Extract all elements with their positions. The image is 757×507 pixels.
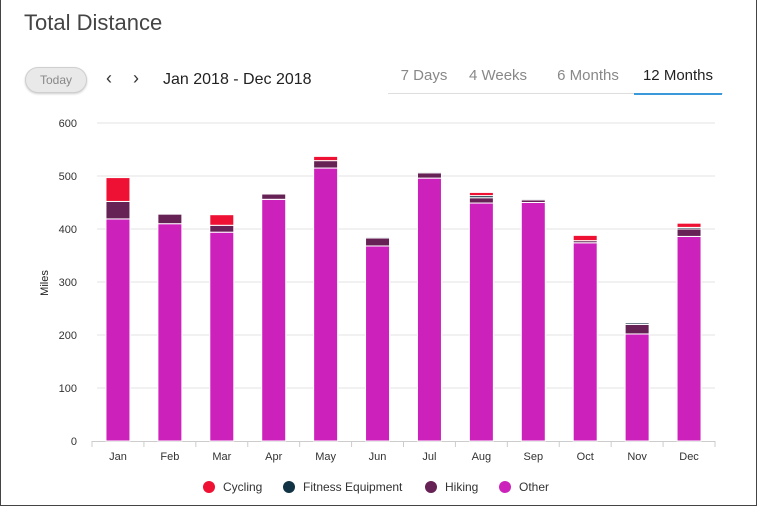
- y-tick-label: 400: [59, 224, 77, 236]
- y-tick-label: 600: [59, 118, 77, 130]
- legend-item-fitness-equipment[interactable]: Fitness Equipment: [283, 480, 402, 494]
- distance-bar-chart: 0 100 200 300 400 500 600 Miles Jan Feb Mar Apr May J…: [39, 118, 716, 463]
- bar-segment-hiking: [365, 237, 391, 247]
- cycling-dot-icon: [203, 481, 215, 493]
- y-axis-title: Miles: [39, 270, 51, 296]
- bar-segment-other: [676, 235, 702, 442]
- y-tick-label: 300: [59, 277, 77, 289]
- chart-legend: Cycling Fitness Equipment Hiking Other: [0, 480, 757, 498]
- page-title: Total Distance: [24, 10, 163, 35]
- tabs-divider: [388, 93, 723, 94]
- bar-segment-cycling: [468, 191, 494, 197]
- bar-segment-hiking: [209, 224, 235, 233]
- x-tick-label: Feb: [160, 451, 179, 463]
- bar-segment-hiking: [676, 228, 702, 237]
- y-tick-label: 500: [59, 171, 77, 183]
- x-tick-label: Oct: [577, 451, 594, 463]
- bar-segment-fitness-equipment: [416, 171, 442, 174]
- legend-label: Cycling: [223, 480, 263, 494]
- other-dot-icon: [499, 481, 511, 493]
- legend-item-hiking[interactable]: Hiking: [425, 480, 478, 494]
- bar-segment-other: [313, 167, 339, 442]
- x-tick-label: Mar: [212, 451, 231, 463]
- bar-segment-cycling: [676, 222, 702, 228]
- legend-item-cycling[interactable]: Cycling: [203, 480, 262, 494]
- bar-segment-fitness-equipment: [520, 198, 546, 201]
- x-tick-label: Dec: [679, 451, 699, 463]
- chevron-right-icon[interactable]: ›: [133, 68, 139, 88]
- tab-12-months[interactable]: 12 Months: [634, 67, 722, 95]
- x-tick-label: Jan: [109, 451, 127, 463]
- bar-segment-fitness-equipment: [624, 322, 650, 325]
- x-tick-label: Apr: [265, 451, 282, 463]
- legend-label: Fitness Equipment: [303, 480, 403, 494]
- bar-segment-other: [468, 202, 494, 442]
- bar-segment-hiking: [105, 200, 131, 220]
- bar-segment-other: [572, 242, 598, 442]
- fitness-equipment-dot-icon: [283, 481, 295, 493]
- today-button[interactable]: Today: [25, 67, 87, 93]
- bar-segment-other: [261, 198, 287, 442]
- bar-segment-cycling: [105, 177, 131, 202]
- bar-segment-cycling: [209, 214, 235, 226]
- bar-segment-cycling: [572, 234, 598, 242]
- bar-segment-hiking: [313, 160, 339, 169]
- x-tick-label: Aug: [472, 451, 492, 463]
- bar-segment-other: [624, 333, 650, 442]
- x-tick-label: Jul: [422, 451, 436, 463]
- bar-segment-other: [520, 202, 546, 442]
- y-tick-label: 200: [59, 330, 77, 342]
- bar-segment-hiking: [468, 197, 494, 204]
- bar-segment-hiking: [624, 323, 650, 335]
- y-tick-label: 0: [71, 436, 77, 448]
- bar-segment-hiking: [261, 193, 287, 200]
- tab-7-days[interactable]: 7 Days: [400, 67, 448, 84]
- legend-item-other[interactable]: Other: [499, 480, 549, 494]
- bar-segment-cycling: [313, 155, 339, 162]
- bar-segment-hiking: [157, 213, 183, 225]
- tab-6-months[interactable]: 6 Months: [557, 67, 619, 84]
- bar-segment-fitness-equipment: [365, 236, 391, 239]
- legend-label: Hiking: [445, 480, 479, 494]
- legend-label: Other: [519, 480, 550, 494]
- bar-segment-other: [416, 177, 442, 442]
- x-tick-label: May: [315, 451, 336, 463]
- x-tick-label: Nov: [627, 451, 647, 463]
- bar-segment-other: [365, 245, 391, 442]
- bar-segment-other: [105, 218, 131, 442]
- x-tick-label: Jun: [369, 451, 387, 463]
- y-tick-label: 100: [59, 383, 77, 395]
- tab-4-weeks[interactable]: 4 Weeks: [468, 67, 528, 84]
- x-tick-label: Sep: [524, 451, 544, 463]
- hiking-dot-icon: [425, 481, 437, 493]
- bar-segment-other: [157, 223, 183, 442]
- bar-segment-other: [209, 231, 235, 442]
- chevron-left-icon[interactable]: ‹: [106, 68, 112, 88]
- date-range-label: Jan 2018 - Dec 2018: [163, 71, 312, 88]
- bar-segment-hiking: [416, 172, 442, 179]
